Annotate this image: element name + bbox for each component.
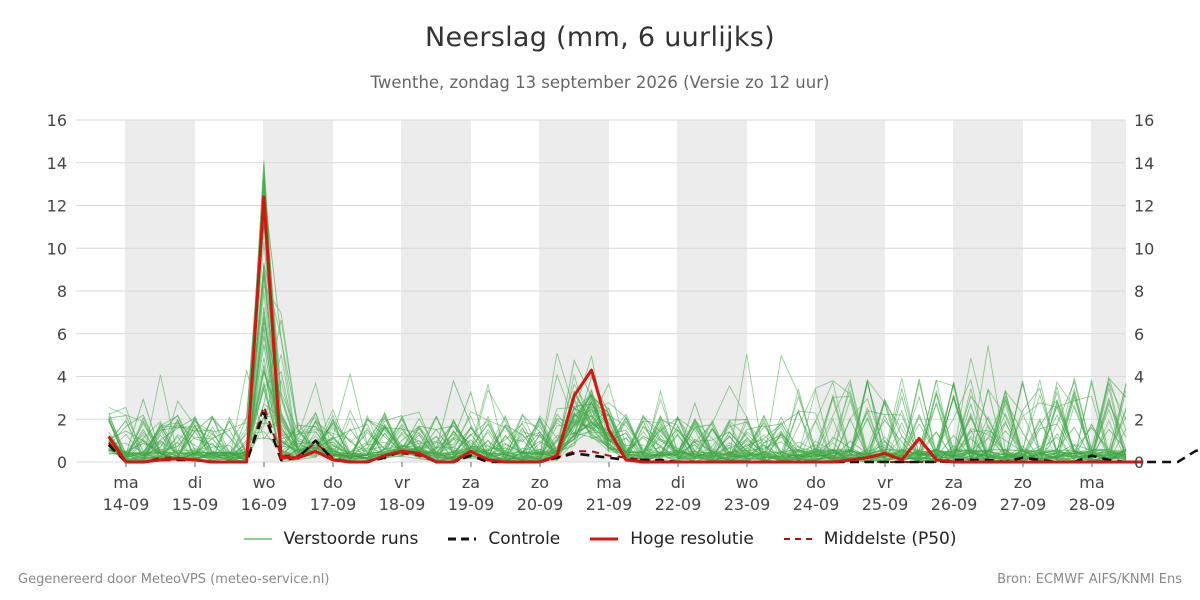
- footer-source: Bron: ECMWF AIFS/KNMI Ens: [997, 572, 1182, 587]
- x-tick-day: vr: [877, 473, 893, 492]
- legend-label-hoge-resolutie: Hoge resolutie: [630, 529, 754, 549]
- x-tick-day: vr: [394, 473, 410, 492]
- x-tick-date: 22-09: [655, 495, 702, 514]
- chart-title: Neerslag (mm, 6 uurlijks): [425, 22, 775, 53]
- x-tick-date: 17-09: [310, 495, 357, 514]
- y-tick-label: 12: [1134, 197, 1154, 216]
- x-tick-date: 26-09: [931, 495, 978, 514]
- legend: Verstoorde runs Controle Hoge resolutie …: [0, 529, 1200, 549]
- x-tick-day: wo: [736, 473, 759, 492]
- x-tick-date: 28-09: [1069, 495, 1116, 514]
- x-tick-day: zo: [1014, 473, 1032, 492]
- x-tick-date: 25-09: [862, 495, 909, 514]
- legend-label-p50: Middelste (P50): [823, 529, 957, 549]
- series-line-hoge-resolutie: [107, 195, 1144, 464]
- x-tick-date: 14-09: [103, 495, 150, 514]
- x-tick-day: ma: [1079, 473, 1104, 492]
- x-tick-day: zo: [531, 473, 549, 492]
- y-tick-label: 10: [47, 239, 67, 258]
- legend-swatch-hoge-resolutie: [590, 537, 619, 541]
- legend-swatch-controle: [448, 537, 477, 541]
- x-tick-date: 24-09: [793, 495, 840, 514]
- x-tick-date: 20-09: [517, 495, 564, 514]
- y-tick-label: 6: [57, 325, 67, 344]
- x-tick-date: 15-09: [172, 495, 219, 514]
- legend-label-controle: Controle: [488, 529, 561, 549]
- legend-swatch-p50: [783, 538, 812, 540]
- legend-swatch-ensemble: [243, 538, 272, 540]
- legend-label-ensemble: Verstoorde runs: [283, 529, 419, 549]
- footer-credit: Gegenereerd door MeteoVPS (meteo-service…: [18, 572, 330, 587]
- x-tick-day: za: [462, 473, 480, 492]
- y-tick-label: 12: [47, 197, 67, 216]
- y-tick-label: 4: [1134, 368, 1144, 387]
- x-tick-day: do: [806, 473, 826, 492]
- ensemble-member-line: [108, 204, 1127, 462]
- x-tick-day: do: [323, 473, 343, 492]
- legend-item-controle[interactable]: Controle: [448, 529, 560, 549]
- y-tick-label: 16: [1134, 111, 1154, 130]
- x-tick-date: 18-09: [379, 495, 426, 514]
- y-tick-label: 14: [1134, 154, 1154, 173]
- y-tick-label: 2: [57, 410, 67, 429]
- y-tick-label: 4: [57, 368, 67, 387]
- x-tick-day: ma: [113, 473, 138, 492]
- y-tick-label: 0: [1134, 453, 1144, 472]
- x-tick-date: 19-09: [448, 495, 495, 514]
- ensemble-member-line: [108, 190, 1127, 463]
- chart-subtitle: Twenthe, zondag 13 september 2026 (Versi…: [370, 73, 830, 92]
- y-tick-label: 6: [1134, 325, 1144, 344]
- x-tick-date: 27-09: [1000, 495, 1047, 514]
- x-tick-date: 23-09: [724, 495, 771, 514]
- x-tick-date: 16-09: [241, 495, 288, 514]
- y-tick-label: 2: [1134, 410, 1144, 429]
- legend-item-hoge-resolutie[interactable]: Hoge resolutie: [590, 529, 754, 549]
- y-tick-label: 0: [57, 453, 67, 472]
- x-tick-day: di: [671, 473, 686, 492]
- y-tick-label: 10: [1134, 239, 1154, 258]
- y-tick-label: 16: [47, 111, 67, 130]
- main-series: [107, 195, 1200, 464]
- y-tick-label: 8: [1134, 282, 1144, 301]
- x-tick-day: di: [188, 473, 203, 492]
- x-tick-date: 21-09: [586, 495, 633, 514]
- x-axis: ma 14-09 di 15-09 wo 16-09 do 17-09 vr 18-09 za 19-…: [103, 462, 1116, 514]
- y-tick-label: 8: [57, 282, 67, 301]
- x-tick-day: za: [945, 473, 963, 492]
- y-axis-left: 0 2 4 6 8 10 12 14 16: [47, 111, 67, 472]
- x-tick-day: wo: [253, 473, 276, 492]
- legend-item-ensemble[interactable]: Verstoorde runs: [243, 529, 419, 549]
- legend-item-p50[interactable]: Middelste (P50): [783, 529, 957, 549]
- y-axis-right: 0 2 4 6 8 10 12 14 16: [1134, 111, 1154, 472]
- y-tick-label: 14: [47, 154, 67, 173]
- x-tick-day: ma: [596, 473, 621, 492]
